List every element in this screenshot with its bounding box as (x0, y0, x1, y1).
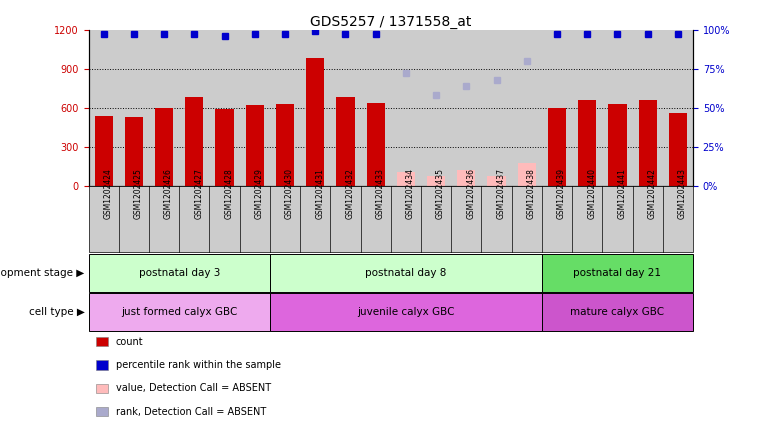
Text: GSM1202435: GSM1202435 (436, 168, 445, 219)
Bar (397, 172, 415, 186)
Text: cell type ▶: cell type ▶ (28, 307, 85, 317)
Bar (336, 97, 354, 186)
Bar (457, 170, 475, 186)
Text: GSM1202431: GSM1202431 (315, 168, 324, 219)
Text: value, Detection Call = ABSENT: value, Detection Call = ABSENT (116, 383, 270, 393)
Text: GSM1202438: GSM1202438 (527, 168, 536, 219)
Text: GSM1202442: GSM1202442 (648, 168, 657, 219)
Text: GSM1202428: GSM1202428 (225, 168, 233, 219)
Bar (367, 103, 385, 186)
Text: GSM1202436: GSM1202436 (467, 168, 475, 219)
Bar (669, 113, 687, 186)
Text: development stage ▶: development stage ▶ (0, 268, 85, 278)
Bar (95, 115, 112, 186)
Text: postnatal day 3: postnatal day 3 (139, 268, 220, 278)
Text: GSM1202427: GSM1202427 (194, 168, 203, 219)
Bar (125, 117, 143, 186)
Bar (578, 100, 596, 186)
Text: postnatal day 8: postnatal day 8 (365, 268, 447, 278)
Text: GSM1202425: GSM1202425 (134, 168, 143, 219)
Text: GSM1202440: GSM1202440 (588, 168, 596, 219)
Title: GDS5257 / 1371558_at: GDS5257 / 1371558_at (310, 14, 471, 29)
Text: GSM1202430: GSM1202430 (285, 168, 294, 219)
Text: juvenile calyx GBC: juvenile calyx GBC (357, 307, 454, 317)
Text: percentile rank within the sample: percentile rank within the sample (116, 360, 280, 370)
Bar (427, 176, 445, 186)
Bar (517, 163, 536, 186)
Text: mature calyx GBC: mature calyx GBC (571, 307, 665, 317)
Text: postnatal day 21: postnatal day 21 (574, 268, 661, 278)
Text: GSM1202434: GSM1202434 (406, 168, 415, 219)
Bar (186, 97, 203, 186)
Bar (487, 176, 506, 186)
Text: GSM1202426: GSM1202426 (164, 168, 173, 219)
Text: rank, Detection Call = ABSENT: rank, Detection Call = ABSENT (116, 407, 266, 417)
Bar (155, 108, 173, 186)
Bar (216, 109, 233, 186)
Bar (548, 108, 566, 186)
Text: GSM1202439: GSM1202439 (557, 168, 566, 219)
Text: GSM1202443: GSM1202443 (678, 168, 687, 219)
Bar (276, 104, 294, 186)
Text: GSM1202429: GSM1202429 (255, 168, 264, 219)
Text: GSM1202424: GSM1202424 (104, 168, 112, 219)
Text: GSM1202432: GSM1202432 (346, 168, 354, 219)
Bar (638, 100, 657, 186)
Bar (608, 104, 627, 186)
Bar (306, 58, 324, 186)
Bar (246, 105, 264, 186)
Text: GSM1202437: GSM1202437 (497, 168, 506, 219)
Text: count: count (116, 337, 143, 347)
Text: GSM1202441: GSM1202441 (618, 168, 627, 219)
Text: GSM1202433: GSM1202433 (376, 168, 385, 219)
Text: just formed calyx GBC: just formed calyx GBC (121, 307, 237, 317)
